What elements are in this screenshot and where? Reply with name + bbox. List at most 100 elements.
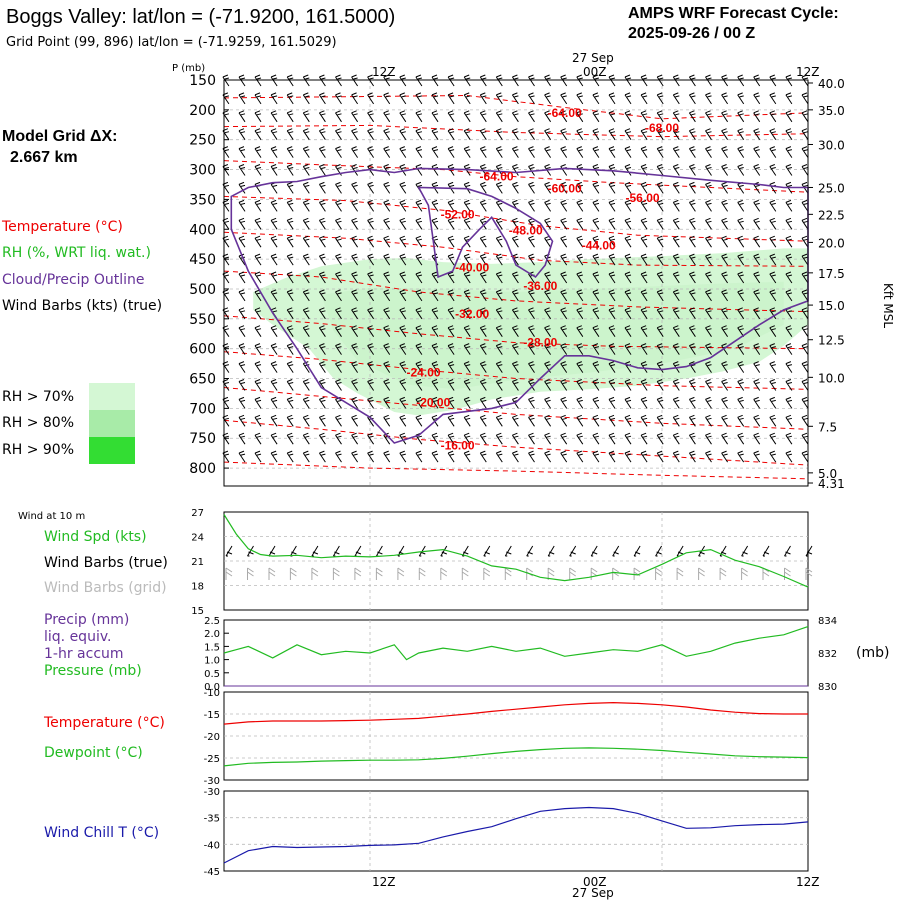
- wind-barb: [737, 110, 745, 123]
- wind-barb: [238, 164, 246, 176]
- legend-rh70-label: RH > 70%: [2, 389, 74, 405]
- wind-barb: [286, 164, 294, 176]
- wind-barb: [769, 199, 777, 212]
- wind-barb: [463, 253, 471, 266]
- wind-barb: [753, 343, 761, 355]
- wind-barb: [640, 325, 648, 337]
- wind-barb: [431, 181, 439, 194]
- wind-barb: [399, 74, 407, 87]
- wind-barb: [511, 74, 519, 87]
- wind-barb: [592, 128, 600, 140]
- wind-barb: [705, 414, 712, 427]
- wind-barb: [785, 128, 793, 140]
- wind-barb: [335, 307, 342, 320]
- wind-barb: [624, 253, 632, 266]
- wind-barb: [431, 432, 439, 445]
- forecast-cycle-label: AMPS WRF Forecast Cycle:: [628, 5, 839, 22]
- wind-barb: [672, 235, 680, 248]
- wind-barb: [544, 396, 552, 409]
- grid-wind-barb: [741, 567, 748, 580]
- height-tick-label: 17.5: [818, 267, 845, 281]
- wind-barb: [447, 271, 455, 284]
- wind-barb: [447, 289, 455, 302]
- wind-barb: [705, 110, 712, 123]
- precip-panel-frame: [223, 619, 809, 687]
- wind-barb: [270, 74, 278, 87]
- wind-barb: [737, 235, 745, 248]
- temperature-tick-label: -30: [204, 776, 220, 787]
- wind-barb: [721, 74, 729, 87]
- wind-barb: [254, 361, 262, 373]
- wind-barb: [705, 217, 712, 230]
- wind-barb: [656, 92, 664, 105]
- wind-barb: [769, 128, 777, 140]
- wind-barb: [624, 235, 632, 248]
- wind-barb: [335, 361, 342, 373]
- wind-barb: [785, 379, 793, 391]
- wind-barb: [238, 325, 246, 337]
- wind-barb: [640, 217, 648, 230]
- wind-barb: [463, 307, 471, 320]
- isotherm-label: -44.00: [582, 238, 616, 252]
- wind-barb: [544, 92, 552, 105]
- wind-barb: [721, 110, 729, 123]
- wind-barb: [624, 74, 632, 87]
- wind-barb: [688, 181, 696, 194]
- wind-tick-label: 21: [191, 557, 204, 568]
- wind-barb: [576, 432, 584, 445]
- legend-dewpoint: Dewpoint (°C): [44, 745, 143, 761]
- wind-barb: [415, 271, 423, 284]
- wind-barb: [254, 450, 262, 463]
- wind-chill-tick-label: -40: [204, 840, 220, 851]
- wind-barb: [495, 128, 503, 140]
- wind-barb: [592, 450, 600, 463]
- wind-barb: [302, 396, 310, 409]
- rh-80-region: [321, 281, 784, 390]
- wind-barb: [592, 396, 600, 409]
- wind-barb: [511, 307, 519, 320]
- wind-barb: [576, 361, 584, 373]
- wind-barb: [383, 361, 391, 373]
- wind-barb: [560, 199, 568, 212]
- wind-barb: [495, 92, 503, 105]
- surface-wind-barb: [655, 545, 663, 557]
- top-time-label-12z-1: 12Z: [372, 65, 396, 79]
- isotherm-line: [223, 231, 809, 267]
- legend-wind-barbs-grid: Wind Barbs (grid): [44, 580, 167, 596]
- wind-barb: [705, 181, 712, 194]
- wind-barb: [383, 253, 391, 266]
- legend-wind-barbs: Wind Barbs (kts) (true): [2, 298, 162, 314]
- pressure-tick-label: 250: [189, 133, 216, 149]
- wind-barb: [737, 361, 745, 373]
- wind-barb: [576, 74, 584, 87]
- height-tick-label: 4.31: [818, 477, 845, 491]
- wind-barb: [254, 379, 262, 391]
- grid-wind-barb: [289, 567, 297, 580]
- wind-barb: [351, 289, 359, 302]
- wind-barb: [286, 379, 294, 391]
- wind-barb: [447, 414, 455, 427]
- wind-barb: [495, 432, 503, 445]
- wind-barb: [560, 253, 568, 266]
- wind-barb: [705, 396, 712, 409]
- wind-barb: [238, 128, 246, 140]
- wind-barb: [286, 128, 294, 140]
- wind-barb: [431, 289, 439, 302]
- height-tick-label: 22.5: [818, 208, 845, 222]
- wind-barb: [721, 379, 729, 391]
- wind-barb: [769, 92, 777, 105]
- wind-barb: [560, 343, 568, 355]
- wind-barb: [511, 128, 519, 140]
- legend-rh90-swatch: [89, 437, 135, 464]
- grid-point-label: Grid Point (99, 896) lat/lon = (-71.9259…: [6, 35, 337, 50]
- wind-barb: [672, 396, 680, 409]
- wind-barb: [415, 396, 423, 409]
- wind-tick-label: 24: [191, 533, 204, 544]
- surface-wind-barb: [332, 545, 340, 557]
- wind-barb: [495, 217, 503, 230]
- wind-barb: [302, 164, 310, 176]
- wind-barb: [801, 74, 809, 87]
- wind-barb: [560, 110, 568, 123]
- wind-barb: [801, 414, 809, 427]
- wind-barb: [254, 74, 262, 87]
